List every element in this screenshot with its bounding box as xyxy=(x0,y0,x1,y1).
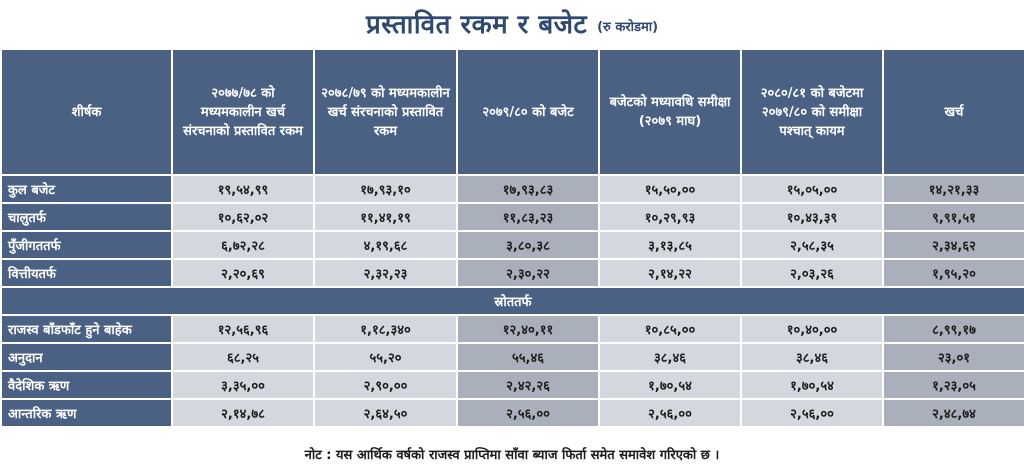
table-cell: २,५८,३५ xyxy=(740,230,884,260)
table-cell: २,४८,७४ xyxy=(882,398,1024,428)
table-cell: २,४२,२६ xyxy=(456,370,600,400)
table-cell: २,३४,६२ xyxy=(882,230,1024,260)
table-cell: ५५,४६ xyxy=(456,342,600,372)
table-cell: २,२०,६९ xyxy=(171,258,315,288)
row-label: पुँजीगततर्फ xyxy=(0,230,173,260)
table-cell: ११,४१,१९ xyxy=(313,202,458,232)
table-cell: ६८,२५ xyxy=(171,342,315,372)
table-cell: १०,२९,९३ xyxy=(598,202,742,232)
table-cell: १,२३,०५ xyxy=(882,370,1024,400)
row-label: वित्तीयतर्फ xyxy=(0,258,173,288)
table-cell: ३८,४६ xyxy=(598,342,742,372)
table-cell: ३८,४६ xyxy=(740,342,884,372)
row-label: कुल बजेट xyxy=(0,174,173,204)
table-cell: १२,५६,९६ xyxy=(171,314,315,344)
row-label: राजस्व बाँडफाँट हुने बाहेक xyxy=(0,314,173,344)
table-cell: १,१८,३४० xyxy=(313,314,458,344)
table-cell: १९,५४,९९ xyxy=(171,174,315,204)
table-cell: १०,८५,०० xyxy=(598,314,742,344)
table-cell: ११,८३,२३ xyxy=(456,202,600,232)
table-cell: १,९५,२० xyxy=(882,258,1024,288)
table-row: वित्तीयतर्फ २,२०,६९ २,३२,२३ २,३०,२२ २,१४… xyxy=(0,258,1024,288)
header-title: शीर्षक xyxy=(0,48,173,176)
table-cell: ५५,२० xyxy=(313,342,458,372)
table-cell: १४,२१,३३ xyxy=(882,174,1024,204)
section-row: स्रोततर्फ xyxy=(0,286,1024,316)
table-cell: १०,४३,३९ xyxy=(740,202,884,232)
table-cell: २,६४,५० xyxy=(313,398,458,428)
table-cell: ८,९९,१७ xyxy=(882,314,1024,344)
header-mtef-2078: २०७८/७९ को मध्यमकालीन खर्च संरचनाको प्रस… xyxy=(313,48,458,176)
table-cell: ६,७२,२८ xyxy=(171,230,315,260)
table-cell: २३,०१ xyxy=(882,342,1024,372)
table-cell: ९,९१,५१ xyxy=(882,202,1024,232)
row-label: चालुतर्फ xyxy=(0,202,173,232)
table-row: आन्तरिक ऋण २,१४,७८ २,६४,५० २,५६,०० २,५६,… xyxy=(0,398,1024,428)
table-cell: १०,६२,०२ xyxy=(171,202,315,232)
table-cell: २,०३,२६ xyxy=(740,258,884,288)
row-label: अनुदान xyxy=(0,342,173,372)
row-label: आन्तरिक ऋण xyxy=(0,398,173,428)
table-row: वैदेशिक ऋण ३,३५,०० २,९०,०० २,४२,२६ १,७०,… xyxy=(0,370,1024,400)
table-cell: १,७०,५४ xyxy=(740,370,884,400)
page-title: प्रस्तावित रकम र बजेट xyxy=(365,10,588,40)
title-bar: प्रस्तावित रकम र बजेट (रु करोडमा) xyxy=(0,0,1024,46)
table-row: अनुदान ६८,२५ ५५,२० ५५,४६ ३८,४६ ३८,४६ २३,… xyxy=(0,342,1024,372)
table-cell: ४,१९,६८ xyxy=(313,230,458,260)
table-cell: २,५६,०० xyxy=(740,398,884,428)
table-cell: ३,१३,८५ xyxy=(598,230,742,260)
table-cell: ३,८०,३८ xyxy=(456,230,600,260)
unit-label: (रु करोडमा) xyxy=(597,20,659,35)
table-cell: २,३२,२३ xyxy=(313,258,458,288)
header-budget-2079: २०७९/८० को बजेट xyxy=(456,48,600,176)
table-cell: ३,३५,०० xyxy=(171,370,315,400)
table-cell: १५,०५,०० xyxy=(740,174,884,204)
header-expenditure: खर्च xyxy=(882,48,1024,176)
header-row: शीर्षक २०७७/७८ को मध्यमकालीन खर्च संरचना… xyxy=(0,48,1024,176)
header-mtef-2077: २०७७/७८ को मध्यमकालीन खर्च संरचनाको प्रस… xyxy=(171,48,315,176)
table-cell: २,५६,०० xyxy=(598,398,742,428)
table-row: पुँजीगततर्फ ६,७२,२८ ४,१९,६८ ३,८०,३८ ३,१३… xyxy=(0,230,1024,260)
table-cell: १०,४०,०० xyxy=(740,314,884,344)
header-midterm-review: बजेटको मध्यावधि समीक्षा (२०७९ माघ) xyxy=(598,48,742,176)
row-label: वैदेशिक ऋण xyxy=(0,370,173,400)
table-cell: १२,४०,११ xyxy=(456,314,600,344)
table-cell: २,१४,२२ xyxy=(598,258,742,288)
footnote: नोट : यस आर्थिक वर्षको राजस्व प्राप्तिमा… xyxy=(304,448,720,463)
table-row: राजस्व बाँडफाँट हुने बाहेक १२,५६,९६ १,१८… xyxy=(0,314,1024,344)
table-cell: १५,५०,०० xyxy=(598,174,742,204)
header-revised-estimate: २०८०/८१ को बजेटमा २०७९/८० को समीक्षा पश्… xyxy=(740,48,884,176)
table-cell: २,१४,७८ xyxy=(171,398,315,428)
table-row: चालुतर्फ १०,६२,०२ ११,४१,१९ ११,८३,२३ १०,२… xyxy=(0,202,1024,232)
section-heading: स्रोततर्फ xyxy=(0,286,1024,316)
table-cell: १७,९३,१० xyxy=(313,174,458,204)
budget-table: शीर्षक २०७७/७८ को मध्यमकालीन खर्च संरचना… xyxy=(0,48,1024,428)
table-cell: २,३०,२२ xyxy=(456,258,600,288)
table-cell: १७,९३,८३ xyxy=(456,174,600,204)
table-row: कुल बजेट १९,५४,९९ १७,९३,१० १७,९३,८३ १५,५… xyxy=(0,174,1024,204)
table-cell: २,५६,०० xyxy=(456,398,600,428)
table-cell: १,७०,५४ xyxy=(598,370,742,400)
table-cell: २,९०,०० xyxy=(313,370,458,400)
